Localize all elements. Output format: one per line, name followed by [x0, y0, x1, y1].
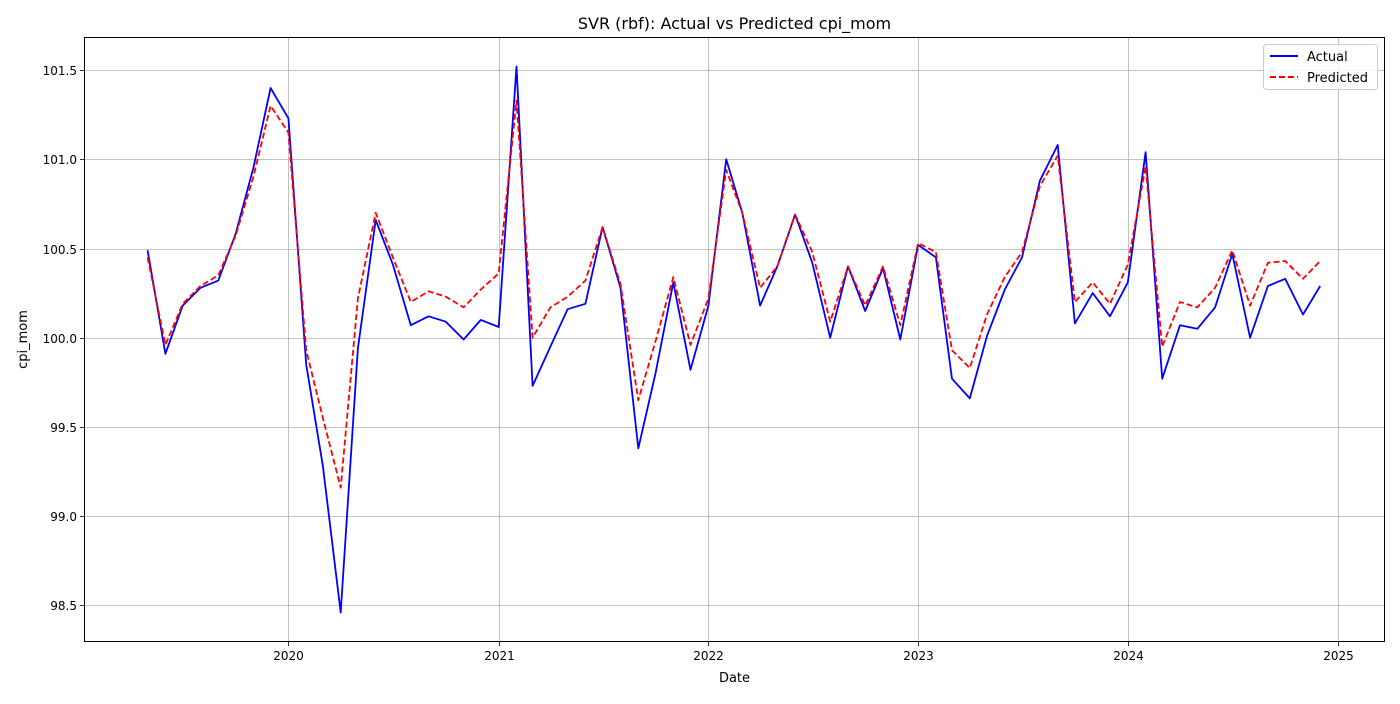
x-tick-label: 2024 — [1113, 649, 1144, 663]
legend-label-predicted: Predicted — [1307, 71, 1368, 86]
x-tick-label: 2020 — [273, 649, 304, 663]
y-tick-label: 100.5 — [43, 243, 77, 257]
chart-title: SVR (rbf): Actual vs Predicted cpi_mom — [578, 14, 891, 34]
legend-label-actual: Actual — [1307, 50, 1348, 65]
grid-layer — [85, 38, 1384, 641]
y-tick-label: 100.0 — [43, 332, 77, 346]
x-axis: 2020 2021 2022 2023 2024 2025 — [273, 641, 1354, 663]
x-axis-label: Date — [719, 671, 750, 686]
x-tick-label: 2025 — [1323, 649, 1354, 663]
x-tick-label: 2022 — [693, 649, 724, 663]
plot-frame — [84, 37, 1385, 642]
x-tick-label: 2021 — [484, 649, 515, 663]
y-tick-label: 99.0 — [50, 510, 77, 524]
y-tick-label: 99.5 — [50, 421, 77, 435]
series-line-actual — [146, 65, 1321, 614]
series-layer — [146, 65, 1321, 614]
y-tick-label: 98.5 — [50, 599, 77, 613]
legend: Actual Predicted — [1263, 44, 1378, 90]
y-axis: 98.5 99.0 99.5 100.0 100.5 101.0 101.5 — [43, 64, 85, 613]
y-tick-label: 101.0 — [43, 153, 77, 167]
x-tick-label: 2023 — [903, 649, 934, 663]
y-axis-label: cpi_mom — [16, 310, 31, 369]
y-tick-label: 101.5 — [43, 64, 77, 78]
